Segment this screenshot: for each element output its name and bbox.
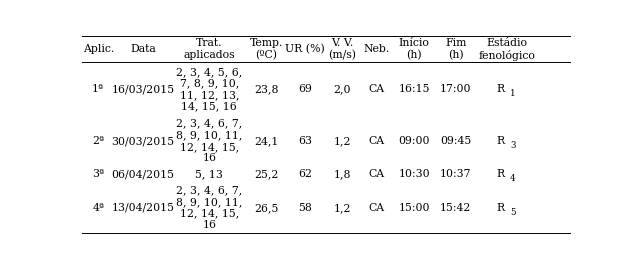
Text: CA: CA xyxy=(368,169,385,180)
Text: 2, 3, 4, 6, 7,
8, 9, 10, 11,
12, 14, 15,
16: 2, 3, 4, 6, 7, 8, 9, 10, 11, 12, 14, 15,… xyxy=(176,186,242,230)
Text: 3ª: 3ª xyxy=(92,169,104,180)
Text: 5, 13: 5, 13 xyxy=(196,169,223,180)
Text: R: R xyxy=(496,203,505,213)
Text: 58: 58 xyxy=(298,203,311,213)
Text: UR (%): UR (%) xyxy=(285,44,325,54)
Text: 16:15: 16:15 xyxy=(398,84,430,94)
Text: 15:42: 15:42 xyxy=(440,203,472,213)
Text: Início
(h): Início (h) xyxy=(399,38,430,60)
Text: 06/04/2015: 06/04/2015 xyxy=(111,169,175,180)
Text: 62: 62 xyxy=(298,169,312,180)
Text: Estádio
fenológico: Estádio fenológico xyxy=(478,38,535,60)
Text: Trat.
aplicados: Trat. aplicados xyxy=(184,38,235,60)
Text: 2, 3, 4, 6, 7,
8, 9, 10, 11,
12, 14, 15,
16: 2, 3, 4, 6, 7, 8, 9, 10, 11, 12, 14, 15,… xyxy=(176,119,242,163)
Text: 69: 69 xyxy=(298,84,311,94)
Text: R: R xyxy=(496,169,505,180)
Text: 30/03/2015: 30/03/2015 xyxy=(111,136,175,146)
Text: 17:00: 17:00 xyxy=(440,84,472,94)
Text: R: R xyxy=(496,136,505,146)
Text: Data: Data xyxy=(130,44,156,54)
Text: 4ª: 4ª xyxy=(92,203,104,213)
Text: CA: CA xyxy=(368,203,385,213)
Text: 1,8: 1,8 xyxy=(334,169,351,180)
Text: 09:45: 09:45 xyxy=(441,136,472,146)
Text: 3: 3 xyxy=(510,141,516,150)
Text: 15:00: 15:00 xyxy=(398,203,430,213)
Text: 26,5: 26,5 xyxy=(254,203,279,213)
Text: 16/03/2015: 16/03/2015 xyxy=(111,84,175,94)
Text: Neb.: Neb. xyxy=(363,44,390,54)
Text: 09:00: 09:00 xyxy=(398,136,430,146)
Text: Fim
(h): Fim (h) xyxy=(445,38,467,60)
Text: Temp.
(ºC): Temp. (ºC) xyxy=(250,38,283,60)
Text: 1,2: 1,2 xyxy=(334,203,351,213)
Text: 63: 63 xyxy=(298,136,312,146)
Text: 1,2: 1,2 xyxy=(334,136,351,146)
Text: 1: 1 xyxy=(510,89,516,98)
Text: Aplic.: Aplic. xyxy=(83,44,114,54)
Text: 10:30: 10:30 xyxy=(398,169,430,180)
Text: 2, 3, 4, 5, 6,
7, 8, 9, 10,
11, 12, 13,
14, 15, 16: 2, 3, 4, 5, 6, 7, 8, 9, 10, 11, 12, 13, … xyxy=(176,67,242,112)
Text: 1ª: 1ª xyxy=(92,84,104,94)
Text: 5: 5 xyxy=(510,208,516,217)
Text: 4: 4 xyxy=(510,175,516,183)
Text: 13/04/2015: 13/04/2015 xyxy=(111,203,175,213)
Text: 10:37: 10:37 xyxy=(440,169,472,180)
Text: 2ª: 2ª xyxy=(92,136,104,146)
Text: CA: CA xyxy=(368,136,385,146)
Text: 23,8: 23,8 xyxy=(254,84,279,94)
Text: R: R xyxy=(496,84,505,94)
Text: V. V.
(m/s): V. V. (m/s) xyxy=(329,38,356,60)
Text: CA: CA xyxy=(368,84,385,94)
Text: 24,1: 24,1 xyxy=(254,136,279,146)
Text: 25,2: 25,2 xyxy=(254,169,279,180)
Text: 2,0: 2,0 xyxy=(334,84,351,94)
